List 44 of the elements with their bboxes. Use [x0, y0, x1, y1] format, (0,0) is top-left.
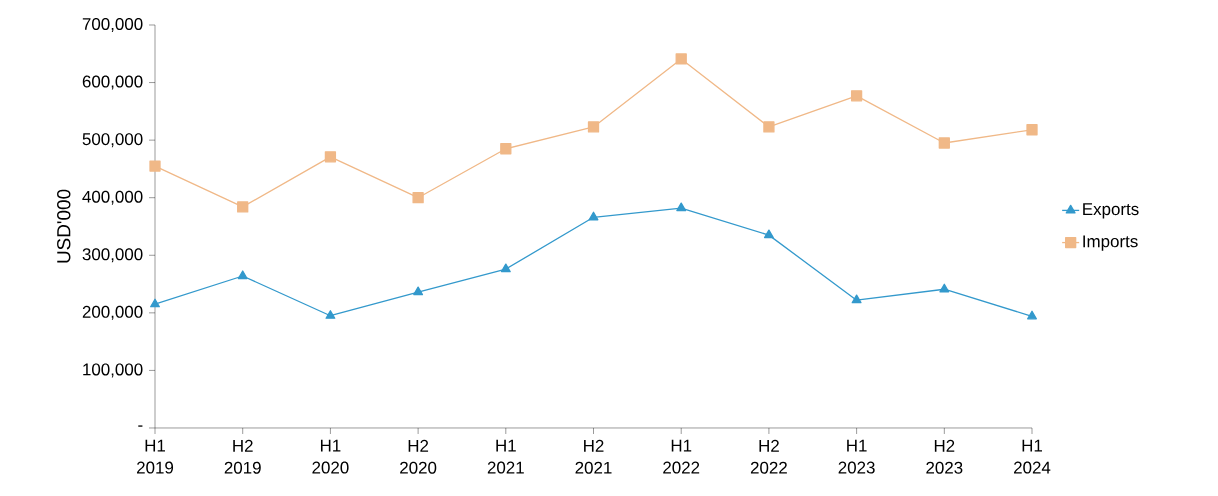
- point: [676, 202, 687, 212]
- point: [149, 160, 161, 172]
- point: [500, 263, 511, 273]
- x-tick-label: H2 2021: [575, 439, 612, 474]
- y-tick-label: 300,000: [82, 248, 143, 263]
- point: [939, 283, 950, 293]
- point: [675, 53, 687, 65]
- point: [412, 192, 424, 204]
- point: [413, 286, 424, 296]
- legend-label: Exports: [1083, 203, 1139, 219]
- x-tick-label: H2 2019: [224, 439, 261, 474]
- y-tick-label: 500,000: [82, 133, 143, 148]
- x-tick-label: H2 2020: [400, 439, 437, 474]
- y-tick-label: 400,000: [82, 190, 143, 205]
- x-tick-label: H1 2019: [137, 439, 174, 474]
- x-tick-label: H1 2023: [838, 439, 875, 474]
- y-tick-label: 700,000: [82, 17, 143, 32]
- point: [1026, 124, 1038, 136]
- point: [500, 143, 512, 155]
- point: [324, 151, 337, 163]
- point: [851, 294, 862, 304]
- y-tick-label: 600,000: [82, 75, 143, 90]
- point: [1027, 310, 1037, 320]
- y-tick-label: -: [138, 425, 143, 427]
- x-tick-label: H1 2024: [1014, 439, 1051, 474]
- y-tick-label: 200,000: [82, 305, 143, 320]
- point: [938, 137, 950, 149]
- x-tick-label: H2 2023: [926, 439, 963, 474]
- legend-label: Imports: [1083, 235, 1138, 251]
- x-tick-label: H2 2022: [750, 439, 787, 474]
- y-axis-title: USD'000: [57, 189, 71, 263]
- point: [587, 121, 600, 133]
- y-tick-label: 100,000: [83, 363, 143, 378]
- x-tick-label: H1 2020: [312, 439, 349, 474]
- point: [588, 211, 599, 221]
- x-tick-label: H1 2021: [487, 439, 524, 474]
- point: [763, 121, 775, 133]
- point: [237, 270, 248, 280]
- x-tick-label: H1 2022: [663, 439, 700, 474]
- point: [150, 298, 160, 308]
- point: [763, 229, 774, 239]
- point: [850, 90, 863, 102]
- point: [325, 310, 336, 319]
- point: [237, 201, 249, 213]
